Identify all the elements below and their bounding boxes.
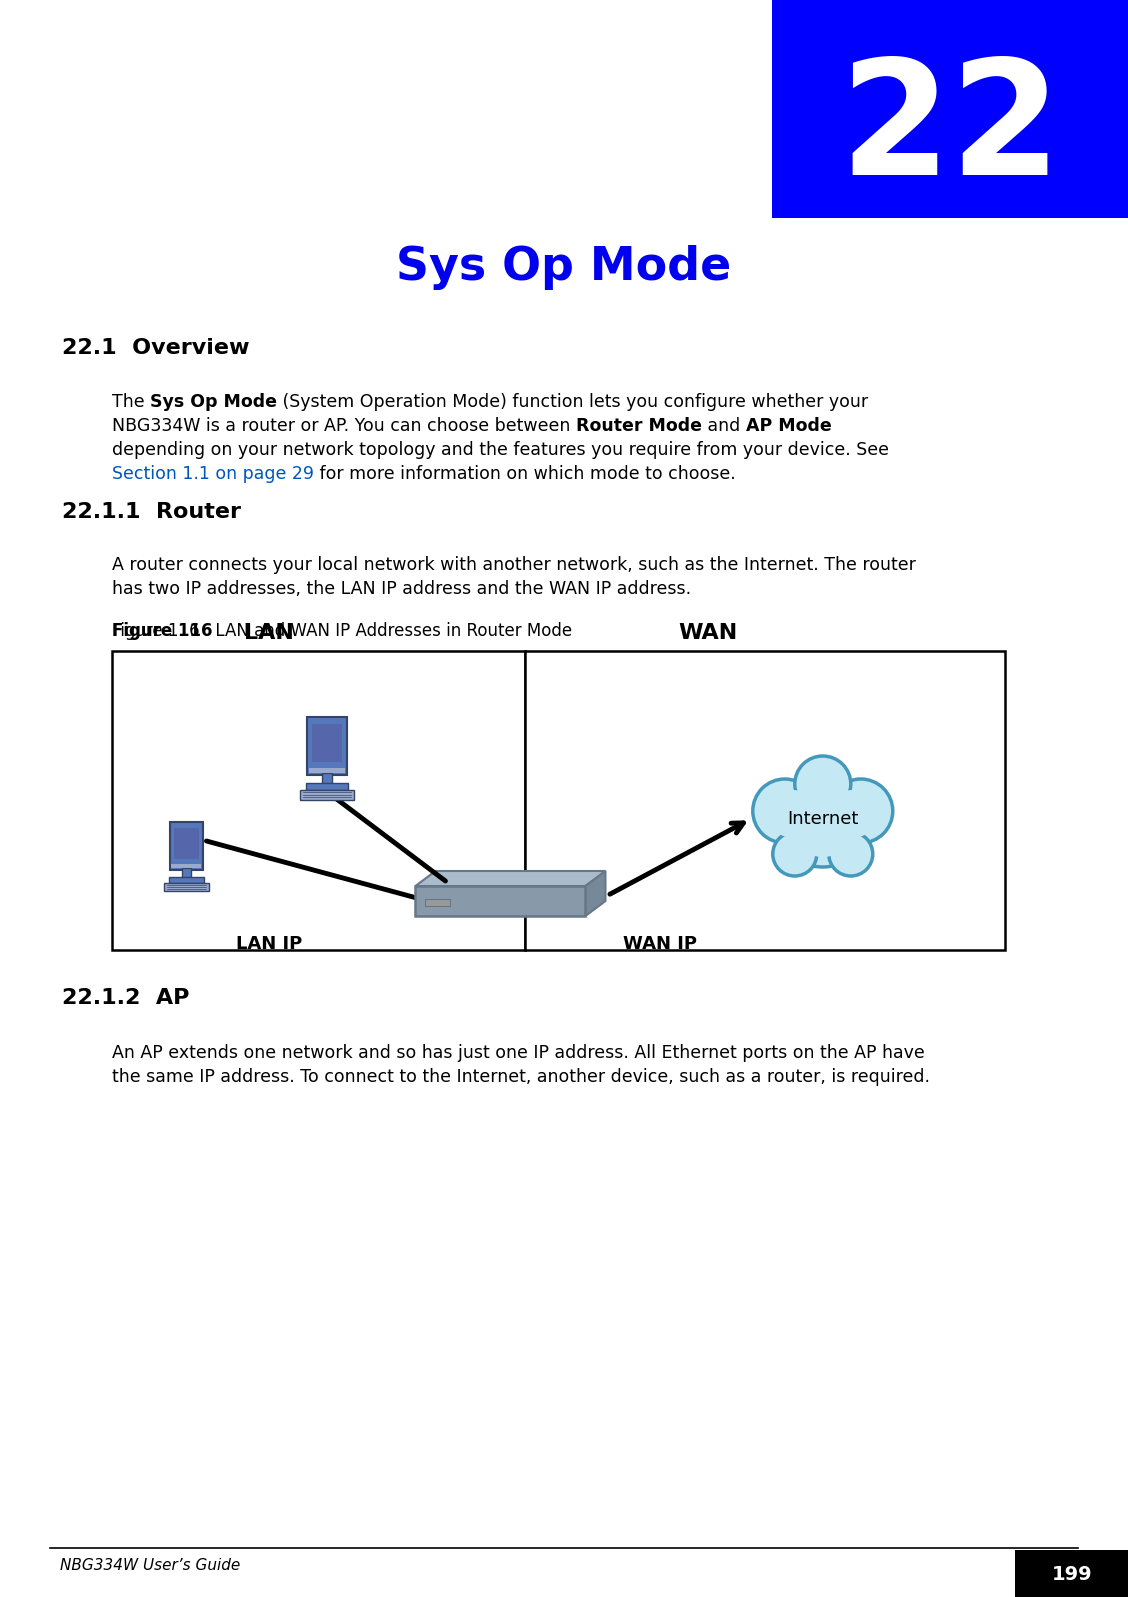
Bar [415, 886, 585, 917]
Circle shape [752, 779, 817, 843]
Text: A router connects your local network with another network, such as the Internet.: A router connects your local network wit… [112, 556, 916, 573]
Circle shape [829, 779, 892, 843]
Text: WAN IP: WAN IP [623, 934, 697, 953]
Text: 22.1.1  Router: 22.1.1 Router [62, 501, 241, 522]
Text: has two IP addresses, the LAN IP address and the WAN IP address.: has two IP addresses, the LAN IP address… [112, 580, 691, 597]
Circle shape [769, 791, 817, 838]
Circle shape [785, 781, 861, 858]
Circle shape [829, 832, 873, 877]
Text: Sys Op Mode: Sys Op Mode [150, 393, 277, 410]
Text: depending on your network topology and the features you require from your device: depending on your network topology and t… [112, 441, 889, 458]
Text: LAN IP: LAN IP [236, 934, 302, 953]
Text: An AP extends one network and so has just one IP address. All Ethernet ports on : An AP extends one network and so has jus… [112, 1044, 925, 1062]
Circle shape [795, 755, 851, 811]
Text: for more information on which mode to choose.: for more information on which mode to ch… [314, 465, 735, 482]
Polygon shape [415, 870, 606, 886]
Bar [526, 652, 1005, 950]
Circle shape [829, 830, 861, 862]
Text: 199: 199 [1051, 1565, 1092, 1584]
Text: 22.1  Overview: 22.1 Overview [62, 339, 249, 358]
Text: Section 1.1 on page 29: Section 1.1 on page 29 [112, 465, 314, 482]
Bar [425, 899, 450, 905]
Text: Figure 116   LAN and WAN IP Addresses in Router Mode: Figure 116 LAN and WAN IP Addresses in R… [112, 621, 572, 640]
Bar [772, 0, 1128, 219]
Circle shape [773, 832, 817, 877]
Text: NBG334W is a router or AP. You can choose between: NBG334W is a router or AP. You can choos… [112, 417, 576, 434]
Text: Internet: Internet [787, 810, 858, 827]
Text: Router Mode: Router Mode [576, 417, 702, 434]
Polygon shape [585, 870, 606, 917]
Bar [174, 827, 199, 859]
Circle shape [829, 791, 876, 838]
Text: AP Mode: AP Mode [746, 417, 831, 434]
Bar [309, 768, 345, 773]
Bar [171, 864, 202, 869]
Text: Figure 116: Figure 116 [112, 621, 212, 640]
Bar [169, 877, 204, 883]
Text: Sys Op Mode: Sys Op Mode [396, 246, 732, 291]
Text: WAN: WAN [678, 623, 738, 644]
Text: (System Operation Mode) function lets you configure whether your: (System Operation Mode) function lets yo… [277, 393, 869, 410]
Bar [321, 773, 333, 786]
Bar [169, 822, 203, 870]
Circle shape [775, 771, 871, 867]
Text: 22.1.2  AP: 22.1.2 AP [62, 989, 190, 1008]
Text: The: The [112, 393, 150, 410]
Circle shape [803, 771, 843, 811]
Bar [112, 652, 526, 950]
Bar [306, 783, 349, 789]
Text: LAN: LAN [244, 623, 294, 644]
Text: the same IP address. To connect to the Internet, another device, such as a route: the same IP address. To connect to the I… [112, 1068, 929, 1086]
Text: 22: 22 [839, 53, 1061, 208]
FancyBboxPatch shape [164, 883, 210, 891]
Text: and: and [702, 417, 746, 434]
Text: NBG334W User’s Guide: NBG334W User’s Guide [60, 1559, 240, 1573]
Bar [1015, 1551, 1128, 1597]
FancyBboxPatch shape [300, 789, 354, 800]
Bar [307, 717, 347, 775]
Bar [182, 869, 191, 878]
Bar [312, 723, 342, 762]
Circle shape [785, 830, 817, 862]
